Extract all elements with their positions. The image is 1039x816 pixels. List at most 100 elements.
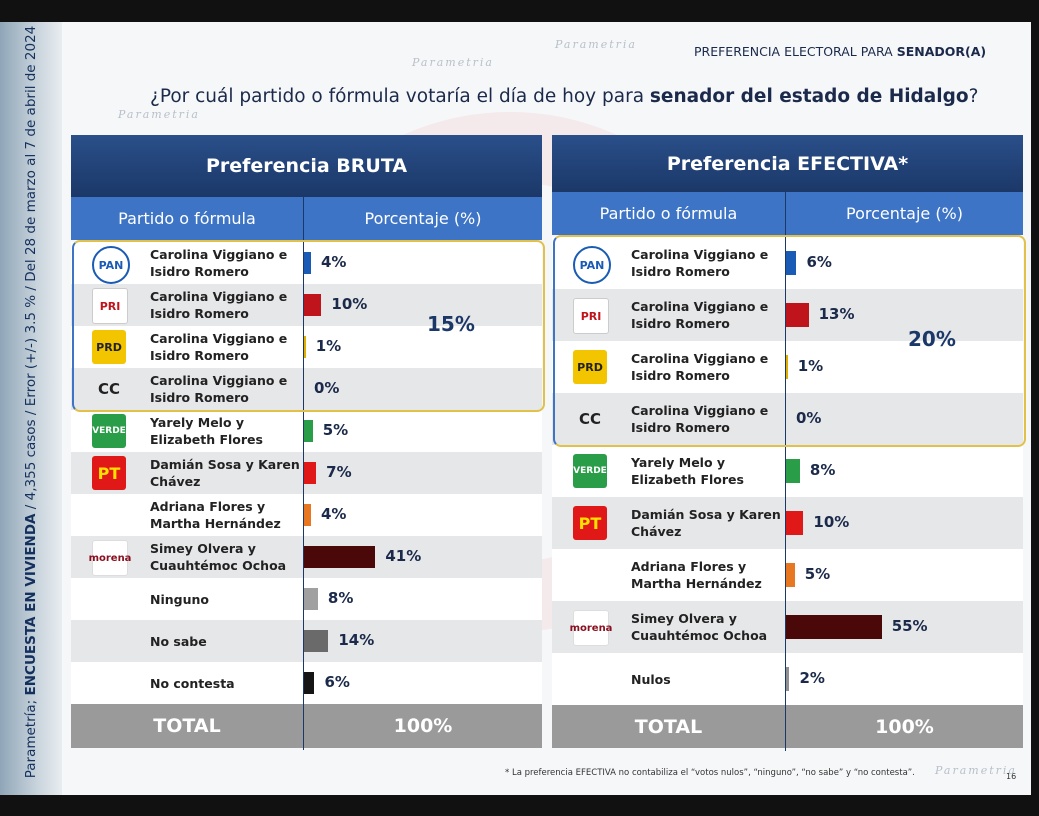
value-label: 6% xyxy=(324,673,350,691)
total-label: TOTAL xyxy=(552,705,785,748)
bar xyxy=(786,511,804,535)
party-logo: PT xyxy=(573,506,607,540)
candidate-name: No sabe xyxy=(150,633,207,649)
column-header: Porcentaje (%) xyxy=(304,197,542,240)
bar xyxy=(304,630,329,652)
group-annotation: 15% xyxy=(427,312,475,336)
party-logo: PRI xyxy=(573,298,609,334)
group-bracket xyxy=(72,240,545,412)
party-logo: PRD xyxy=(573,350,607,384)
candidate-name: Carolina Viggiano e Isidro Romero xyxy=(631,403,769,435)
party-logo: VERDE xyxy=(92,414,126,448)
total-label: TOTAL xyxy=(71,704,303,748)
bar xyxy=(304,546,376,568)
footnote: * La preferencia EFECTIVA no contabiliza… xyxy=(505,768,915,778)
question-suffix: ? xyxy=(968,86,979,107)
value-label: 5% xyxy=(322,421,349,439)
bar xyxy=(786,563,795,587)
candidate-name: Adriana Flores y Martha Hernández xyxy=(631,559,762,591)
value-label: 10% xyxy=(813,513,850,531)
watermark-text: Parametria xyxy=(935,764,1017,777)
bar xyxy=(786,667,790,691)
table-row xyxy=(71,368,542,410)
value-label: 0% xyxy=(796,409,822,427)
party-logo: morena xyxy=(570,610,612,646)
table-row xyxy=(552,393,1023,445)
party-logo: PAN xyxy=(92,246,130,284)
table-row xyxy=(71,326,542,368)
value-label: 0% xyxy=(314,379,340,397)
party-logo: PAN xyxy=(573,246,611,284)
bar xyxy=(786,303,809,327)
bar xyxy=(304,420,313,442)
sidebar: Parametría; ENCUESTA EN VIVIENDA / 4,355… xyxy=(0,22,62,795)
candidate-name: Yarely Melo y Elizabeth Flores xyxy=(150,415,263,447)
value-label: 5% xyxy=(804,565,831,583)
header-title-bold: SENADOR(A) xyxy=(896,44,987,59)
candidate-name: Carolina Viggiano e Isidro Romero xyxy=(150,331,288,363)
bar xyxy=(304,294,322,316)
bar xyxy=(786,459,800,483)
value-label: 55% xyxy=(891,617,928,635)
question-bold: senador del estado de Hidalgo xyxy=(649,86,969,107)
question: ¿Por cuál partido o fórmula votaría el d… xyxy=(150,86,978,107)
value-label: 7% xyxy=(326,463,352,481)
candidate-name: Carolina Viggiano e Isidro Romero xyxy=(150,289,288,321)
watermark-text: Parametria xyxy=(118,108,200,121)
candidate-name: Carolina Viggiano e Isidro Romero xyxy=(150,247,288,279)
party-logo: CC xyxy=(97,380,121,398)
candidate-name: Damián Sosa y Karen Chávez xyxy=(150,457,300,489)
party-logo: PRD xyxy=(92,330,126,364)
value-label: 6% xyxy=(806,253,832,271)
candidate-name: Adriana Flores y Martha Hernández xyxy=(150,499,281,531)
value-label: 14% xyxy=(338,631,375,649)
group-bracket xyxy=(553,235,1026,447)
party-logo: morena xyxy=(89,540,131,576)
candidate-name: Carolina Viggiano e Isidro Romero xyxy=(631,351,769,383)
sidebar-details: / 4,355 casos / Error (+/-) 3.5 % / Del … xyxy=(23,25,39,514)
candidate-name: Simey Olvera y Cuauhtémoc Ochoa xyxy=(631,611,768,643)
sidebar-text: Parametría; ENCUESTA EN VIVIENDA / 4,355… xyxy=(23,22,39,782)
column-divider xyxy=(303,197,304,750)
total-value: 100% xyxy=(786,705,1023,748)
value-label: 13% xyxy=(818,305,855,323)
party-logo: VERDE xyxy=(573,454,607,488)
column-header: Porcentaje (%) xyxy=(786,192,1023,235)
bar xyxy=(786,615,882,639)
party-logo: PT xyxy=(92,456,126,490)
value-label: 8% xyxy=(809,461,836,479)
value-label: 4% xyxy=(320,253,347,271)
value-label: 4% xyxy=(320,505,347,523)
total-value: 100% xyxy=(304,704,542,748)
candidate-name: Simey Olvera y Cuauhtémoc Ochoa xyxy=(150,541,287,573)
value-label: 8% xyxy=(327,589,354,607)
candidate-name: Yarely Melo y Elizabeth Flores xyxy=(631,455,744,487)
slide: Parametría; ENCUESTA EN VIVIENDA / 4,355… xyxy=(0,22,1031,795)
column-header: Partido o fórmula xyxy=(71,197,303,240)
column-divider xyxy=(785,192,786,751)
header-title-prefix: PREFERENCIA ELECTORAL PARA xyxy=(694,44,897,59)
bar xyxy=(304,252,311,274)
bar xyxy=(786,251,797,275)
candidate-name: Carolina Viggiano e Isidro Romero xyxy=(631,299,769,331)
sidebar-bold: ENCUESTA EN VIVIENDA xyxy=(23,513,39,696)
bar xyxy=(304,672,315,694)
candidate-name: Ninguno xyxy=(150,591,209,607)
group-annotation: 20% xyxy=(908,327,956,351)
bar xyxy=(304,588,318,610)
value-label: 1% xyxy=(797,357,824,375)
column-header: Partido o fórmula xyxy=(552,192,785,235)
party-logo: CC xyxy=(578,410,602,428)
bar xyxy=(304,504,311,526)
value-label: 41% xyxy=(385,547,422,565)
watermark-text: Parametria xyxy=(555,38,637,51)
table-title: Preferencia BRUTA xyxy=(71,135,542,197)
candidate-name: Carolina Viggiano e Isidro Romero xyxy=(150,373,288,405)
value-label: 1% xyxy=(315,337,342,355)
sidebar-brand: Parametría; xyxy=(23,695,39,779)
value-label: 2% xyxy=(799,669,825,687)
bar xyxy=(304,336,306,358)
candidate-name: Nulos xyxy=(631,671,671,687)
value-label: 10% xyxy=(331,295,368,313)
